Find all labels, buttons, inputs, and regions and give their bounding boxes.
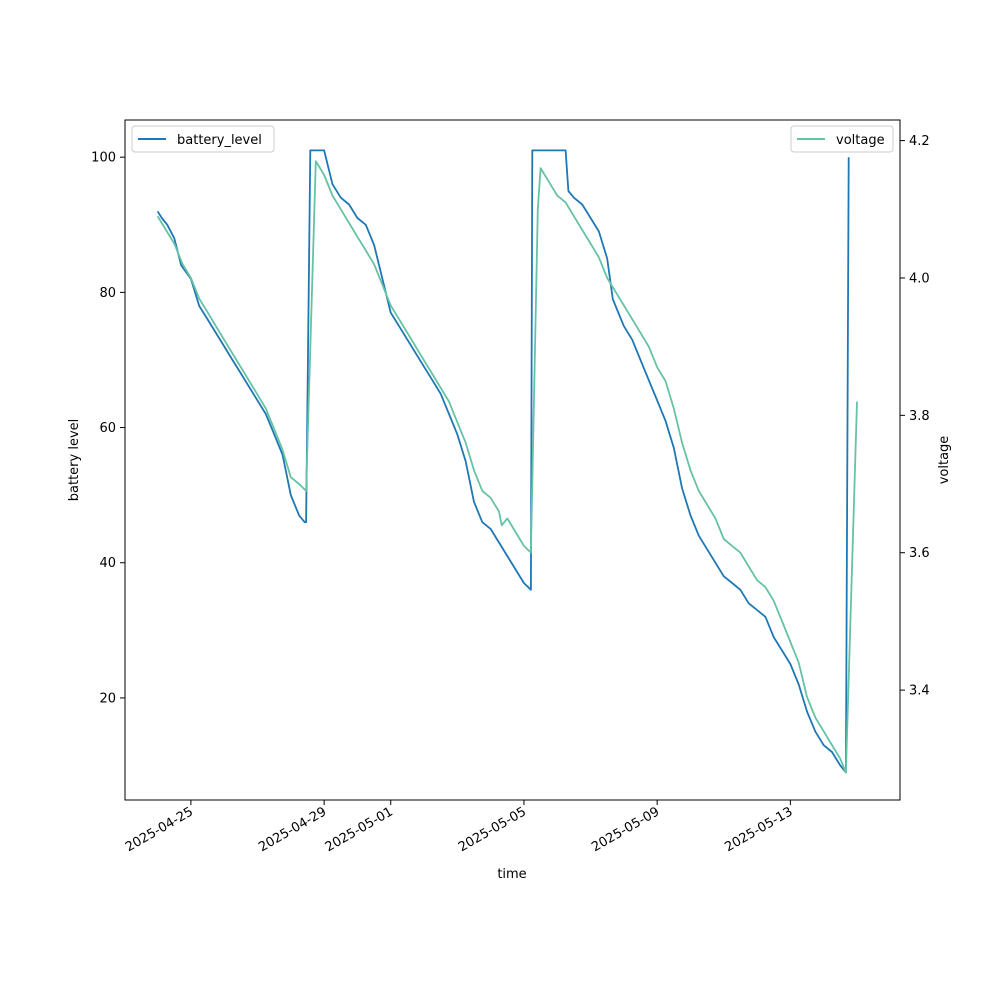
y-right-tick-label: 4.2: [909, 134, 930, 149]
y-right-tick-label: 3.4: [909, 684, 930, 699]
y-right-tick-label: 3.8: [909, 409, 930, 424]
y-axis-left-title: battery level: [67, 419, 82, 502]
y-left-tick-label: 60: [99, 421, 116, 436]
y-left-tick-label: 20: [99, 691, 116, 706]
legend-battery-level-label: battery_level: [177, 133, 262, 148]
y-axis-right-title: voltage: [937, 436, 952, 485]
legend-voltage-box: [790, 125, 894, 153]
y-right-tick-label: 3.6: [909, 546, 930, 561]
plot-frame: [124, 119, 901, 801]
y-left-tick-label: 80: [99, 286, 116, 301]
legend-battery-level-box: [131, 125, 275, 153]
y-left-tick-label: 100: [91, 151, 116, 166]
x-axis-title: time: [497, 867, 526, 882]
legend-battery-level: battery_level: [131, 125, 275, 153]
series-layer: [156, 149, 858, 774]
legend-voltage-label: voltage: [836, 133, 885, 148]
y-left-tick-label: 40: [99, 556, 116, 571]
y-right-tick-label: 4.0: [909, 271, 930, 286]
legend-voltage: voltage: [790, 125, 894, 153]
series-line-battery-level: [156, 149, 850, 774]
series-line-voltage: [156, 160, 858, 774]
